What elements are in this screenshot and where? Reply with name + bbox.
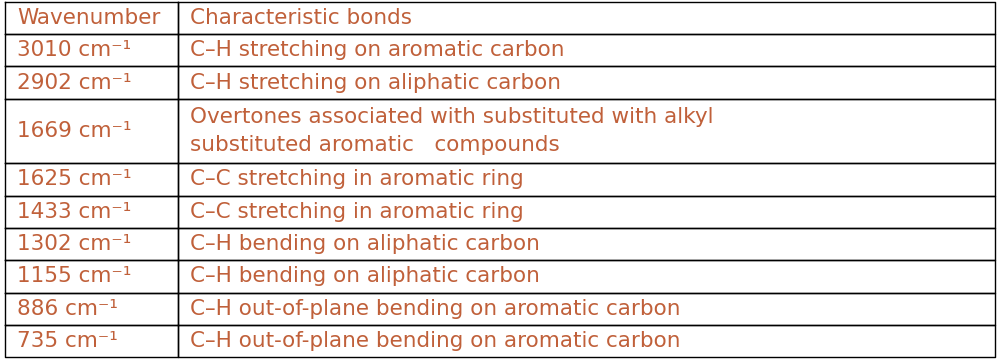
- Text: 1669 cm⁻¹: 1669 cm⁻¹: [17, 121, 132, 141]
- Text: 1302 cm⁻¹: 1302 cm⁻¹: [17, 234, 131, 254]
- Text: C–H bending on aliphatic carbon: C–H bending on aliphatic carbon: [190, 266, 540, 286]
- Text: C–H stretching on aliphatic carbon: C–H stretching on aliphatic carbon: [190, 73, 561, 93]
- Text: 1433 cm⁻¹: 1433 cm⁻¹: [17, 202, 131, 222]
- Text: substituted aromatic   compounds: substituted aromatic compounds: [190, 135, 560, 155]
- Text: 735 cm⁻¹: 735 cm⁻¹: [17, 331, 118, 351]
- Text: C–C stretching in aromatic ring: C–C stretching in aromatic ring: [190, 202, 524, 222]
- Text: 3010 cm⁻¹: 3010 cm⁻¹: [17, 40, 131, 60]
- Text: 1155 cm⁻¹: 1155 cm⁻¹: [17, 266, 131, 286]
- Text: Characteristic bonds: Characteristic bonds: [190, 8, 412, 28]
- Text: C–H stretching on aromatic carbon: C–H stretching on aromatic carbon: [190, 40, 564, 60]
- Text: C–H out-of-plane bending on aromatic carbon: C–H out-of-plane bending on aromatic car…: [190, 299, 680, 319]
- Text: 1625 cm⁻¹: 1625 cm⁻¹: [17, 169, 132, 190]
- Text: 2902 cm⁻¹: 2902 cm⁻¹: [17, 73, 132, 93]
- Text: Wavenumber: Wavenumber: [17, 8, 160, 28]
- Text: 886 cm⁻¹: 886 cm⁻¹: [17, 299, 118, 319]
- Text: C–H bending on aliphatic carbon: C–H bending on aliphatic carbon: [190, 234, 540, 254]
- Text: Overtones associated with substituted with alkyl: Overtones associated with substituted wi…: [190, 107, 714, 127]
- Text: C–H out-of-plane bending on aromatic carbon: C–H out-of-plane bending on aromatic car…: [190, 331, 680, 351]
- Text: C–C stretching in aromatic ring: C–C stretching in aromatic ring: [190, 169, 524, 190]
